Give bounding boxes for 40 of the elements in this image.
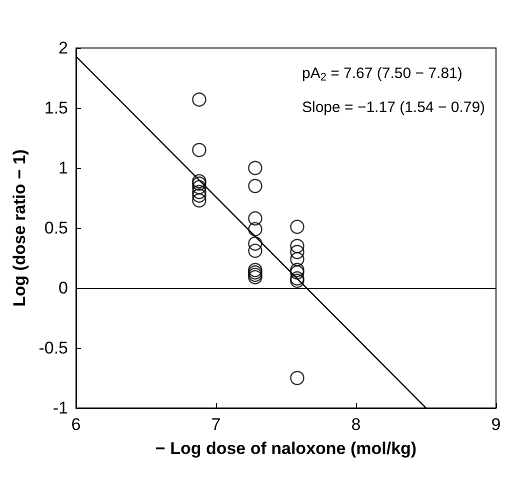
point bbox=[248, 211, 262, 226]
y-tick-label: 1.5 bbox=[44, 98, 68, 118]
y-tick-label: 2 bbox=[58, 38, 68, 58]
point bbox=[290, 244, 304, 260]
point bbox=[290, 238, 304, 254]
point bbox=[290, 274, 304, 288]
point bbox=[290, 271, 304, 286]
point bbox=[290, 252, 304, 266]
x-axis-title: − Log dose of naloxone (mol/kg) bbox=[155, 439, 417, 458]
annotation: Slope = −1.17 (1.54 − 0.79) bbox=[302, 99, 486, 116]
point bbox=[192, 184, 206, 200]
point bbox=[192, 174, 206, 188]
point bbox=[248, 270, 262, 284]
x-tick-label: 7 bbox=[211, 415, 221, 434]
point bbox=[248, 160, 262, 176]
y-axis-title: Log (dose ratio − 1) bbox=[10, 149, 29, 307]
point bbox=[290, 262, 304, 278]
point bbox=[290, 220, 304, 234]
point bbox=[248, 268, 262, 282]
y-tick-label: -1 bbox=[52, 398, 68, 418]
point bbox=[290, 265, 304, 280]
y-tick-label: 1 bbox=[58, 158, 68, 178]
x-tick-label: 8 bbox=[351, 415, 361, 434]
x-tick-label: 6 bbox=[71, 415, 81, 434]
point bbox=[248, 262, 262, 278]
point bbox=[192, 92, 206, 107]
point bbox=[192, 180, 206, 194]
point bbox=[248, 178, 262, 194]
point bbox=[192, 193, 206, 208]
point bbox=[192, 176, 206, 191]
y-tick-label: -0.5 bbox=[38, 338, 68, 358]
point bbox=[192, 188, 206, 203]
point bbox=[248, 222, 262, 236]
y-tick-label: 0 bbox=[58, 278, 68, 298]
y-tick-label: 0.5 bbox=[44, 218, 68, 238]
point bbox=[290, 370, 304, 386]
point bbox=[192, 142, 206, 158]
point bbox=[248, 236, 262, 251]
x-tick-label: 9 bbox=[491, 415, 501, 434]
point bbox=[248, 244, 262, 258]
